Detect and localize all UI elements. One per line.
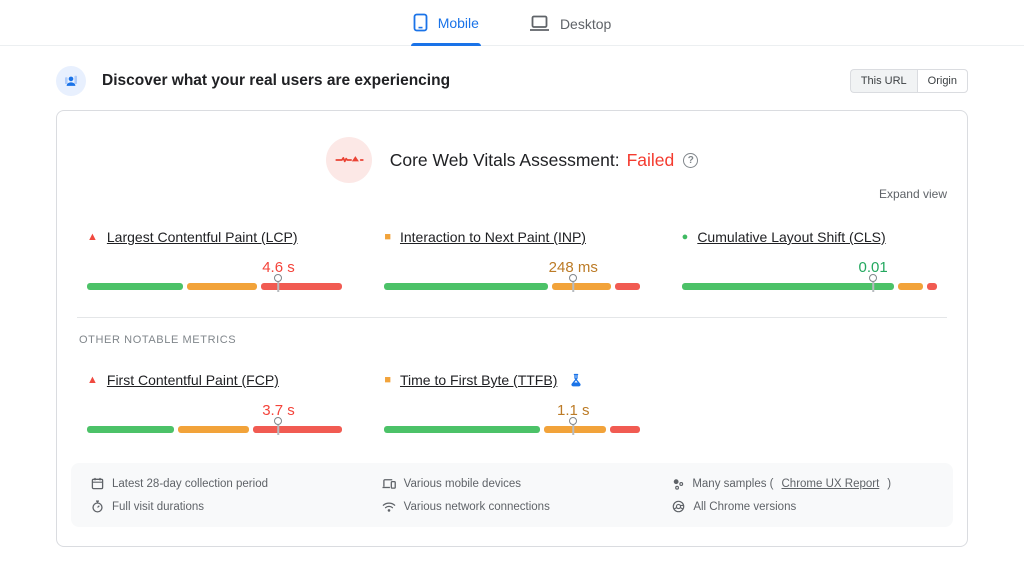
wifi-icon bbox=[382, 502, 395, 512]
poor-status-icon: ▲ bbox=[87, 230, 98, 243]
chrome-versions-item: All Chrome versions bbox=[672, 495, 933, 518]
collection-period-item: Latest 28-day collection period bbox=[91, 472, 352, 495]
ttfb-value: 1.1 s bbox=[557, 402, 590, 419]
samples-item: Many samples ( Chrome UX Report) bbox=[672, 472, 933, 495]
lcp-value: 4.6 s bbox=[262, 259, 295, 276]
scope-toggle: This URL Origin bbox=[849, 69, 968, 93]
tab-mobile[interactable]: Mobile bbox=[410, 3, 481, 46]
calendar-icon bbox=[91, 477, 104, 490]
samples-text-prefix: Many samples ( bbox=[692, 477, 774, 490]
fcp-value: 3.7 s bbox=[262, 402, 295, 419]
metric-label-lcp[interactable]: Largest Contentful Paint (LCP) bbox=[106, 229, 298, 245]
network-connections-item: Various network connections bbox=[382, 495, 643, 518]
visit-durations-text: Full visit durations bbox=[112, 500, 205, 513]
desktop-icon bbox=[529, 15, 549, 31]
metric-inp: ■ Interaction to Next Paint (INP) 248 ms bbox=[384, 227, 640, 290]
metric-label-cls[interactable]: Cumulative Layout Shift (CLS) bbox=[697, 229, 886, 245]
mobile-devices-item: Various mobile devices bbox=[382, 472, 643, 495]
good-status-icon: ● bbox=[681, 230, 689, 243]
devices-icon bbox=[382, 479, 396, 489]
metric-ttfb: ■ Time to First Byte (TTFB) 1.1 s bbox=[384, 370, 640, 433]
p75-marker-pin bbox=[274, 274, 283, 282]
lcp-distribution-bar: 4.6 s bbox=[87, 259, 343, 290]
visit-durations-item: Full visit durations bbox=[91, 495, 352, 518]
empty-metric-slot bbox=[682, 370, 937, 433]
experimental-flask-icon bbox=[570, 373, 582, 387]
poor-status-icon: ▲ bbox=[87, 373, 98, 386]
field-data-card: Core Web Vitals Assessment: Failed ? Exp… bbox=[56, 110, 968, 547]
bar-segment-good bbox=[87, 426, 174, 433]
inp-distribution-bar: 248 ms bbox=[384, 259, 640, 290]
real-users-icon bbox=[56, 66, 86, 96]
stopwatch-icon bbox=[92, 500, 103, 513]
device-tabbar: Mobile Desktop bbox=[0, 0, 1024, 46]
cls-value: 0.01 bbox=[858, 259, 888, 276]
core-vitals-grid: ▲ Largest Contentful Paint (LCP) 4.6 s ■… bbox=[57, 227, 967, 290]
metric-label-ttfb[interactable]: Time to First Byte (TTFB) bbox=[399, 372, 558, 388]
chrome-icon bbox=[673, 500, 685, 513]
metric-lcp: ▲ Largest Contentful Paint (LCP) 4.6 s bbox=[87, 227, 343, 290]
bar-segment-needs-improvement bbox=[551, 283, 611, 290]
help-icon[interactable]: ? bbox=[683, 152, 699, 168]
network-connections-text: Various network connections bbox=[403, 500, 550, 513]
fcp-distribution-bar: 3.7 s bbox=[87, 402, 343, 433]
assessment-title: Core Web Vitals Assessment: bbox=[389, 149, 620, 170]
average-status-icon: ■ bbox=[384, 373, 391, 386]
bar-segment-poor bbox=[260, 283, 343, 290]
bar-segment-good bbox=[681, 283, 895, 290]
bar-segment-poor bbox=[609, 426, 640, 433]
p75-marker-pin bbox=[569, 417, 578, 425]
chrome-versions-text: All Chrome versions bbox=[693, 500, 797, 513]
this-url-button[interactable]: This URL bbox=[849, 69, 917, 93]
metric-fcp: ▲ First Contentful Paint (FCP) 3.7 s bbox=[87, 370, 343, 433]
origin-button[interactable]: Origin bbox=[916, 69, 968, 93]
expand-view-button[interactable]: Expand view bbox=[878, 187, 947, 201]
bar-segment-needs-improvement bbox=[177, 426, 250, 433]
tab-mobile-label: Mobile bbox=[437, 14, 479, 31]
section-title: Discover what your real users are experi… bbox=[102, 72, 451, 89]
bar-segment-poor bbox=[927, 283, 937, 290]
active-tab-underline bbox=[410, 43, 481, 46]
metric-label-fcp[interactable]: First Contentful Paint (FCP) bbox=[106, 372, 279, 388]
assessment-status: Failed bbox=[626, 149, 675, 170]
data-source-footer: Latest 28-day collection period Full vis… bbox=[71, 463, 953, 527]
bar-segment-good bbox=[384, 426, 541, 433]
assessment-text: Core Web Vitals Assessment: Failed ? bbox=[390, 150, 699, 171]
tab-desktop-label: Desktop bbox=[559, 15, 612, 32]
collection-period-text: Latest 28-day collection period bbox=[112, 477, 268, 490]
ttfb-distribution-bar: 1.1 s bbox=[384, 402, 640, 433]
other-metrics-label: OTHER NOTABLE METRICS bbox=[79, 334, 237, 346]
other-metrics-grid: ▲ First Contentful Paint (FCP) 3.7 s ■ T… bbox=[57, 370, 967, 433]
field-data-header: Discover what your real users are experi… bbox=[56, 66, 968, 96]
bar-segment-poor bbox=[253, 426, 343, 433]
cls-distribution-bar: 0.01 bbox=[681, 259, 937, 290]
bar-segment-needs-improvement bbox=[898, 283, 924, 290]
tab-desktop[interactable]: Desktop bbox=[527, 5, 613, 45]
crux-report-link[interactable]: Chrome UX Report bbox=[781, 477, 880, 490]
pulse-chart-icon bbox=[325, 137, 372, 183]
bar-segment-poor bbox=[614, 283, 640, 290]
samples-icon bbox=[674, 478, 684, 490]
inp-value: 248 ms bbox=[548, 259, 598, 276]
p75-marker-pin bbox=[569, 274, 578, 282]
metric-cls: ● Cumulative Layout Shift (CLS) 0.01 bbox=[681, 227, 937, 290]
samples-text-suffix: ) bbox=[887, 477, 892, 490]
bar-segment-needs-improvement bbox=[544, 426, 606, 433]
bar-segment-good bbox=[384, 283, 548, 290]
mobile-icon bbox=[413, 13, 428, 32]
p75-marker-pin bbox=[274, 417, 283, 425]
section-divider bbox=[77, 317, 947, 318]
bar-segment-needs-improvement bbox=[187, 283, 257, 290]
metric-label-inp[interactable]: Interaction to Next Paint (INP) bbox=[399, 229, 586, 245]
mobile-devices-text: Various mobile devices bbox=[403, 477, 522, 490]
bar-segment-good bbox=[87, 283, 184, 290]
cwv-assessment-header: Core Web Vitals Assessment: Failed ? bbox=[57, 137, 967, 183]
p75-marker-pin bbox=[869, 274, 878, 282]
average-status-icon: ■ bbox=[384, 230, 391, 243]
